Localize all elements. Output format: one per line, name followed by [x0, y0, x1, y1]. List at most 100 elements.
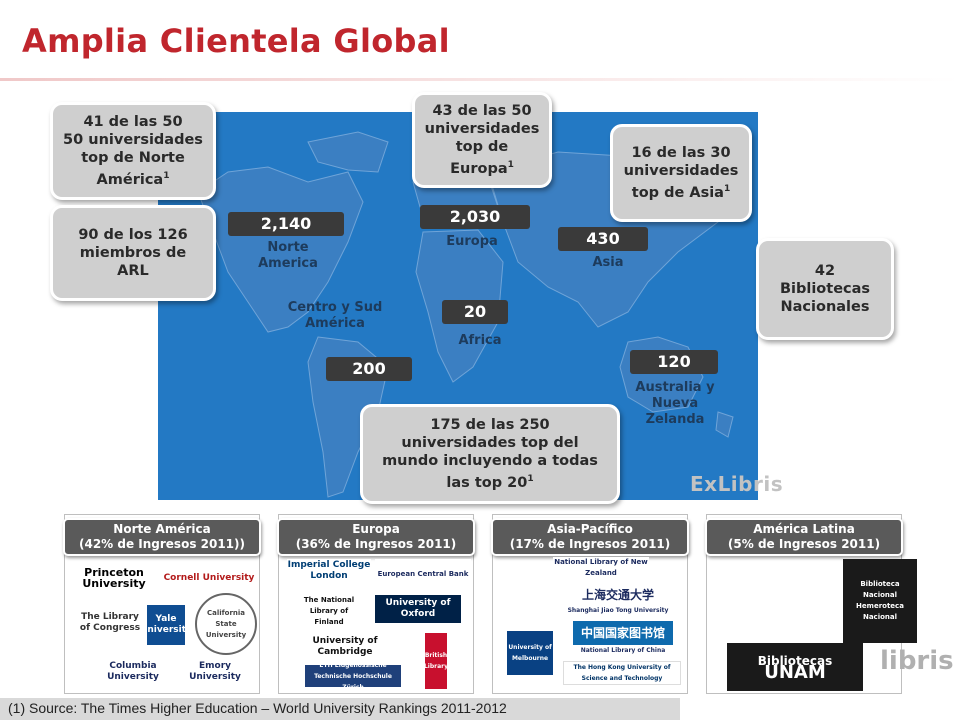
- panel-asia-pacific: Asia-Pacífico (17% de Ingresos 2011) Nat…: [491, 514, 689, 694]
- count-australia: 120: [630, 350, 718, 374]
- count-north-america: 2,140: [228, 212, 344, 236]
- logo-unam-text: UNAM: [764, 662, 826, 683]
- bubble-line: universidades: [424, 121, 540, 138]
- logo-nlc-chinese: 中国国家图书馆: [573, 621, 673, 645]
- bubble-line: 42: [814, 263, 836, 279]
- logo-princeton: Princeton University: [73, 563, 155, 593]
- footer-bar: [0, 698, 680, 720]
- logo-emory: Emory University: [177, 659, 253, 685]
- panel-header: Norte América (42% de Ingresos 2011)): [63, 518, 261, 556]
- panel-europe: Europa (36% de Ingresos 2011) Imperial C…: [277, 514, 475, 694]
- region-label: Europa: [446, 234, 498, 249]
- region-latin-america: Centro y Sud América: [280, 300, 390, 332]
- logo-california-state: California State University: [195, 593, 257, 655]
- region-label: Africa: [458, 333, 502, 348]
- logo-bibliotecas-text: Bibliotecas: [757, 654, 833, 668]
- bubble-line: top de Norte: [81, 150, 185, 167]
- count-latin-america: 200: [326, 357, 412, 381]
- bubble-line: las top 20: [446, 474, 528, 491]
- libris-watermark: libris: [880, 646, 954, 676]
- count-africa: 20: [442, 300, 508, 324]
- region-label: América: [305, 316, 365, 331]
- region-label: Australia y: [635, 380, 715, 395]
- footnote-ref: 1: [507, 160, 514, 171]
- title-divider: [0, 78, 960, 81]
- logo-sjtu: Shanghai Jiao Tong University: [563, 605, 673, 615]
- count-europe: 2,030: [420, 205, 530, 229]
- logo-sjtu-chinese: 上海交通大学: [563, 585, 673, 605]
- panel-subtitle: (5% de Ingresos 2011): [727, 537, 881, 551]
- footnote-ref: 1: [723, 184, 731, 195]
- panel-title: Asia-Pacífico: [547, 522, 633, 536]
- panel-north-america: Norte América (42% de Ingresos 2011)) Pr…: [63, 514, 261, 694]
- logo-imperial-college: Imperial College London: [287, 559, 371, 583]
- region-label: Nueva: [651, 396, 699, 411]
- logo-eth: ETH Eidgenössische Technische Hochschule…: [305, 662, 401, 691]
- bubble-line: Europa: [450, 160, 508, 177]
- bubble-line: 43 de las 50: [432, 103, 532, 120]
- logo-national-library-finland: The National Library of Finland: [299, 591, 359, 631]
- region-north-america: Norte America: [248, 240, 328, 272]
- bubble-line: 16 de las 30: [631, 145, 731, 162]
- count-asia: 430: [558, 227, 648, 251]
- region-europe: Europa: [432, 234, 512, 250]
- bubble-line: Bibliotecas: [779, 281, 871, 297]
- bubble-national-libraries: 42 Bibliotecas Nacionales: [756, 238, 894, 340]
- bubble-line: universidades: [623, 163, 739, 180]
- logo-yale: Yale University: [140, 605, 192, 645]
- bubble-line: ARL: [117, 263, 149, 279]
- bubble-line: 50 universidades: [63, 132, 203, 149]
- region-australia: Australia y Nueva Zelanda: [620, 380, 730, 428]
- bubble-line: mundo incluyendo a todas: [382, 453, 598, 470]
- logo-oxford: University of Oxford: [375, 595, 461, 623]
- bubble-asia-top: 16 de las 30 universidades top de Asia1: [610, 124, 752, 222]
- panel-subtitle: (36% de Ingresos 2011): [295, 537, 457, 551]
- bubble-line: 41 de las 50: [83, 114, 183, 131]
- region-label: Norte: [267, 240, 309, 255]
- bubble-arl: 90 de los 126 miembros de ARL: [50, 205, 216, 301]
- logo-cambridge: University of Cambridge: [297, 633, 393, 661]
- bubble-line: top de Asia: [631, 184, 724, 201]
- bubble-line: 175 de las 250: [430, 417, 550, 434]
- bubble-line: universidades top del: [401, 435, 579, 452]
- region-label: Asia: [592, 255, 624, 270]
- logo-library-of-congress: The Library of Congress: [79, 603, 141, 643]
- region-label: Centro y Sud: [287, 300, 383, 315]
- panel-title: Norte América: [113, 522, 211, 536]
- logo-columbia: Columbia University: [93, 659, 173, 685]
- region-africa: Africa: [440, 333, 520, 349]
- panel-subtitle: (17% de Ingresos 2011): [509, 537, 671, 551]
- bubble-line: top de: [455, 139, 509, 156]
- bubble-line: América: [96, 171, 164, 188]
- bubble-world-top: 175 de las 250 universidades top del mun…: [360, 404, 620, 504]
- panel-title: Europa: [352, 522, 400, 536]
- logo-european-central-bank: European Central Bank: [375, 559, 471, 589]
- footnote-ref: 1: [163, 171, 170, 182]
- panel-header: América Latina (5% de Ingresos 2011): [705, 518, 903, 556]
- logo-biblioteca-nacional: Biblioteca Nacional Hemeroteca Nacional: [843, 559, 917, 643]
- bubble-north-america-top: 41 de las 50 50 universidades top de Nor…: [50, 102, 216, 200]
- bubble-line: Nacionales: [780, 299, 870, 315]
- panel-title: América Latina: [753, 522, 855, 536]
- bubble-line: 90 de los 126: [78, 227, 188, 243]
- region-label: Zelanda: [645, 412, 705, 427]
- logo-nlc: National Library of China: [573, 645, 673, 655]
- footnote: (1) Source: The Times Higher Education –…: [8, 700, 507, 716]
- region-asia: Asia: [568, 255, 648, 271]
- panel-subtitle: (42% de Ingresos 2011)): [78, 537, 246, 551]
- bubble-europe-top: 43 de las 50 universidades top de Europa…: [412, 92, 552, 188]
- footnote-ref: 1: [527, 474, 534, 485]
- panel-header: Asia-Pacífico (17% de Ingresos 2011): [491, 518, 689, 556]
- logo-national-library-nz: National Library of New Zealand: [553, 557, 649, 579]
- logo-cornell: Cornell University: [161, 565, 257, 591]
- logo-melbourne: University of Melbourne: [507, 631, 553, 675]
- logo-british-library: British Library: [424, 633, 448, 689]
- panel-header: Europa (36% de Ingresos 2011): [277, 518, 475, 556]
- exlibris-watermark: ExLibris: [690, 472, 784, 496]
- region-label: America: [258, 256, 318, 271]
- page-title: Amplia Clientela Global: [22, 22, 450, 60]
- bubble-line: miembros de: [79, 245, 187, 261]
- logo-hkust: The Hong Kong University of Science and …: [563, 661, 681, 685]
- panel-latin-america: América Latina (5% de Ingresos 2011) Bib…: [705, 514, 917, 694]
- logo-bibliotecas-unam: Bibliotecas UNAM: [727, 643, 863, 691]
